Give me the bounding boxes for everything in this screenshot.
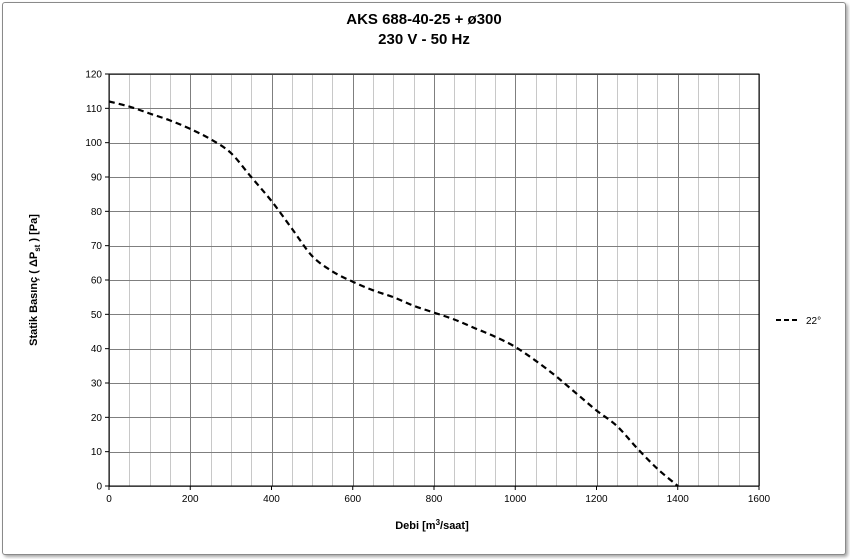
y-tick-label: 110 (86, 104, 102, 115)
y-axis-label-sub: st (33, 244, 42, 251)
x-axis-label: Debi [m3/saat] (395, 518, 469, 532)
x-tick-label: 200 (182, 494, 199, 505)
chart-title: AKS 688-40-25 + ø300 (346, 11, 502, 28)
x-tick-label: 400 (263, 494, 280, 505)
x-tick-label: 800 (426, 494, 443, 505)
y-tick-label: 100 (85, 138, 102, 149)
legend: 22° (776, 316, 821, 327)
series-line-0 (108, 100, 679, 487)
x-tick-label: 1600 (748, 494, 771, 505)
x-tick-label: 1400 (667, 494, 690, 505)
y-tick-label: 120 (85, 70, 102, 81)
y-tick-label: 30 (91, 379, 103, 390)
y-tick-label: 20 (91, 413, 103, 424)
y-tick-label: 60 (91, 276, 103, 287)
series-layer (108, 100, 679, 487)
x-tick-label: 1000 (504, 494, 527, 505)
x-axis-label-sup: 3 (436, 518, 441, 527)
y-tick-label: 40 (91, 344, 103, 355)
y-axis-label-main: Statik Basınç ( ΔP (28, 252, 40, 346)
y-tick-label: 90 (91, 173, 103, 184)
y-axis-label: Statik Basınç ( ΔPst ) [Pa] (28, 214, 42, 346)
x-axis-label-tail: /saat] (440, 520, 469, 532)
y-tick-label: 10 (91, 447, 103, 458)
y-tick-label: 70 (91, 241, 103, 252)
x-tick-label: 1200 (585, 494, 608, 505)
legend-label: 22° (806, 316, 821, 327)
y-axis-ticks: 0 10 20 30 40 50 60 70 80 90 100 110 120 (85, 70, 109, 493)
x-tick-label: 0 (106, 494, 112, 505)
y-tick-label: 80 (91, 207, 103, 218)
y-tick-label: 50 (91, 310, 103, 321)
x-axis-ticks: 0 200 400 600 800 1000 1200 1400 1600 (106, 486, 771, 505)
y-tick-label: 0 (96, 482, 102, 493)
y-axis-label-tail: ) [Pa] (28, 214, 40, 245)
chart-subtitle: 230 V - 50 Hz (378, 31, 470, 48)
x-tick-label: 600 (344, 494, 361, 505)
x-axis-label-main: Debi [m (395, 520, 436, 532)
